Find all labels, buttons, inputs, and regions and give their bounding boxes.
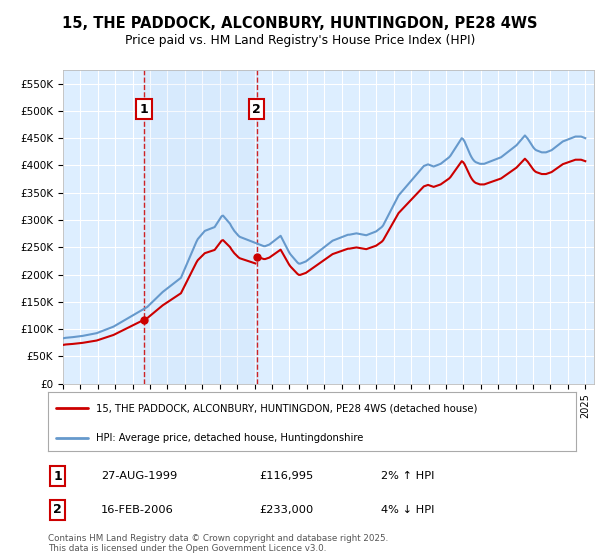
Text: 16-FEB-2006: 16-FEB-2006 [101,505,173,515]
Text: 2: 2 [53,503,62,516]
Text: HPI: Average price, detached house, Huntingdonshire: HPI: Average price, detached house, Hunt… [95,433,363,443]
Text: 1: 1 [140,102,148,116]
Bar [144,70,257,384]
Text: 1: 1 [53,469,62,483]
Text: 4% ↓ HPI: 4% ↓ HPI [380,505,434,515]
Text: Price paid vs. HM Land Registry's House Price Index (HPI): Price paid vs. HM Land Registry's House … [125,34,475,47]
Text: 2: 2 [252,102,261,116]
Text: £233,000: £233,000 [259,505,313,515]
Text: 15, THE PADDOCK, ALCONBURY, HUNTINGDON, PE28 4WS (detached house): 15, THE PADDOCK, ALCONBURY, HUNTINGDON, … [95,403,477,413]
Text: 2% ↑ HPI: 2% ↑ HPI [380,471,434,481]
Text: 15, THE PADDOCK, ALCONBURY, HUNTINGDON, PE28 4WS: 15, THE PADDOCK, ALCONBURY, HUNTINGDON, … [62,16,538,31]
Text: Contains HM Land Registry data © Crown copyright and database right 2025.
This d: Contains HM Land Registry data © Crown c… [48,534,388,553]
Text: £116,995: £116,995 [259,471,313,481]
Text: 27-AUG-1999: 27-AUG-1999 [101,471,177,481]
